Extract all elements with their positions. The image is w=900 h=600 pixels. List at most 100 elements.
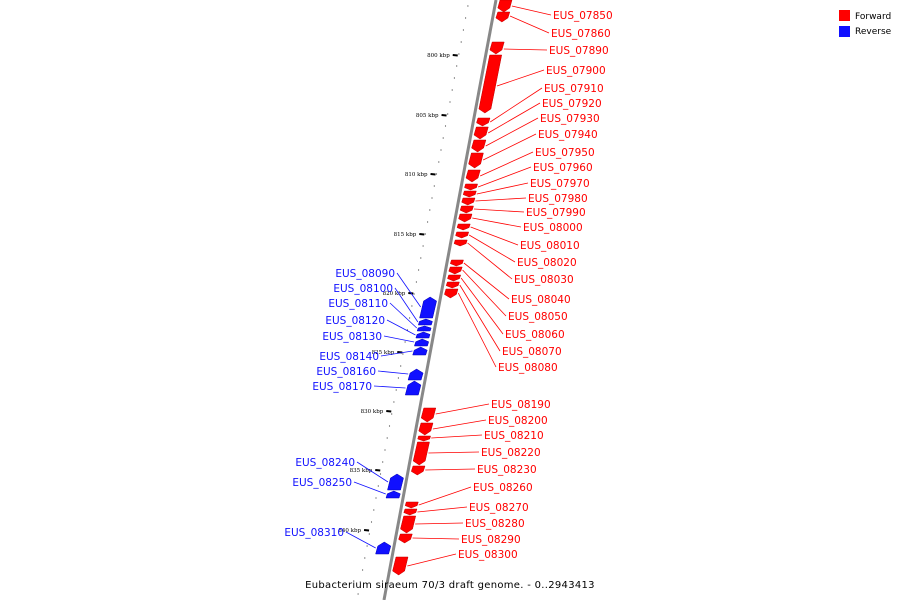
- gene-label: EUS_07900: [546, 65, 606, 77]
- gene-label: EUS_08100: [333, 283, 393, 295]
- gene-arrow: [404, 380, 422, 396]
- gene-arrow: [411, 465, 426, 476]
- gene-label: EUS_07990: [526, 207, 586, 219]
- gene-arrow: [419, 296, 437, 319]
- leader-line: [459, 284, 501, 352]
- gene-label: EUS_08090: [335, 268, 395, 280]
- gene-labels: EUS_07850 EUS_07860 EUS_07890 EUS_07900 EUS_…: [284, 10, 612, 561]
- minor-tick-dot: [456, 65, 458, 67]
- minor-tick-dot: [404, 341, 406, 343]
- gene-arrow: [375, 541, 392, 555]
- gene-arrow: [495, 11, 511, 23]
- tick-label: 810 kbp: [405, 172, 428, 178]
- leader-line: [386, 319, 416, 336]
- gene-label: EUS_08130: [322, 331, 382, 343]
- tick-mark: [441, 114, 447, 117]
- gene-label: EUS_08250: [292, 477, 352, 489]
- gene-label: EUS_07980: [528, 193, 588, 205]
- tick-label: 835 kbp: [350, 468, 373, 474]
- minor-tick-dot: [460, 41, 462, 43]
- gene-arrow: [464, 183, 478, 191]
- leader-line: [418, 486, 472, 506]
- minor-tick-dots: [357, 5, 469, 595]
- gene-label: EUS_08280: [465, 518, 525, 530]
- minor-tick-dot: [458, 53, 460, 55]
- leader-line: [396, 272, 422, 308]
- gene-arrow: [465, 169, 481, 183]
- leader-line: [380, 350, 413, 357]
- tick-mark: [452, 54, 458, 57]
- gene-arrow: [462, 190, 477, 198]
- minor-tick-dot: [377, 485, 379, 487]
- minor-tick-dot: [465, 17, 467, 19]
- gene-label: EUS_08310: [284, 527, 344, 539]
- leader-line: [345, 531, 376, 549]
- leader-line: [485, 117, 539, 147]
- minor-tick-dot: [411, 305, 413, 307]
- leader-line: [412, 537, 460, 540]
- leader-line: [472, 217, 522, 228]
- gene-arrow: [420, 407, 437, 423]
- minor-tick-dot: [397, 377, 399, 379]
- gene-arrow: [407, 368, 424, 381]
- leader-line: [415, 522, 464, 525]
- leader-line: [503, 48, 548, 51]
- minor-tick-dot: [366, 545, 368, 547]
- minor-tick-dot: [359, 581, 361, 583]
- gene-arrow: [497, 0, 513, 13]
- gene-arrow: [468, 152, 484, 169]
- leader-line: [373, 385, 406, 389]
- gene-label: EUS_08010: [520, 240, 580, 252]
- minor-tick-dot: [402, 353, 404, 355]
- gene-arrow: [456, 223, 471, 231]
- gene-arrow: [478, 54, 503, 114]
- gene-label: EUS_07950: [535, 147, 595, 159]
- minor-tick-dot: [395, 389, 397, 391]
- leader-line: [457, 292, 497, 368]
- gene-label: EUS_08190: [491, 399, 551, 411]
- leader-line: [482, 133, 537, 161]
- minor-tick-dot: [400, 365, 402, 367]
- gene-label: EUS_07960: [533, 162, 593, 174]
- gene-arrow: [471, 139, 487, 153]
- minor-tick-dot: [409, 317, 411, 319]
- gene-arrow: [387, 473, 404, 491]
- gene-label: EUS_08030: [514, 274, 574, 286]
- gene-label: EUS_08300: [458, 549, 518, 561]
- gene-arrow: [412, 441, 430, 466]
- tick-mark: [386, 410, 392, 413]
- leader-line: [435, 403, 490, 415]
- minor-tick-dot: [379, 473, 382, 475]
- tick-label: 800 kbp: [427, 53, 450, 59]
- minor-tick-dot: [451, 89, 453, 91]
- gene-label: EUS_07940: [538, 129, 598, 141]
- leader-line: [475, 197, 527, 202]
- gene-arrow: [392, 556, 409, 576]
- label-leaders: [345, 5, 552, 567]
- gene-arrow: [417, 435, 431, 442]
- leader-line: [460, 277, 504, 335]
- minor-tick-dot: [373, 509, 375, 511]
- minor-tick-dot: [357, 593, 359, 595]
- gene-label: EUS_08140: [319, 351, 379, 363]
- tick-label: 840 kbp: [338, 528, 361, 534]
- minor-tick-dot: [462, 29, 464, 31]
- minor-tick-dot: [453, 77, 455, 79]
- minor-tick-dot: [433, 185, 435, 187]
- minor-tick-dot: [440, 149, 442, 151]
- gene-arrow: [400, 515, 417, 534]
- leader-line: [394, 287, 419, 323]
- minor-tick-dot: [467, 5, 469, 7]
- tick-label: 825 kbp: [372, 350, 395, 356]
- gene-arrow: [445, 281, 460, 289]
- leader-line: [428, 451, 480, 454]
- minor-tick-dot: [422, 245, 424, 247]
- leader-line: [468, 234, 516, 263]
- gene-arrow: [447, 274, 462, 282]
- gene-label: EUS_08120: [325, 315, 385, 327]
- gene-label: EUS_08040: [511, 294, 571, 306]
- gene-label: EUS_07920: [542, 98, 602, 110]
- genome-axis: [382, 0, 498, 600]
- tick-mark: [430, 173, 436, 176]
